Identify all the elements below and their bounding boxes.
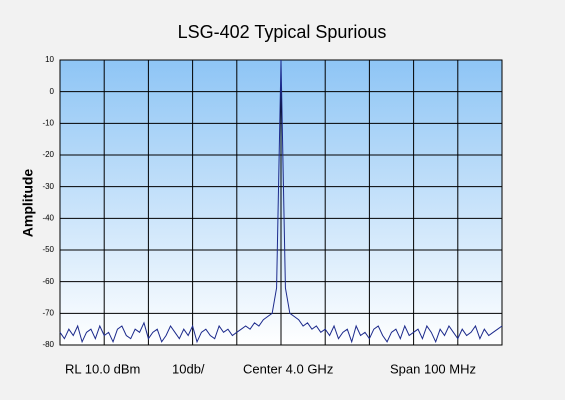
y-tick-label: -40 <box>42 213 54 222</box>
y-tick-label: -30 <box>42 182 54 191</box>
trace <box>59 59 503 344</box>
annotation: Span 100 MHz <box>390 361 476 376</box>
annotation: RL 10.0 dBm <box>65 361 140 376</box>
y-tick-label: -80 <box>42 340 54 349</box>
y-tick-label: -50 <box>42 245 54 254</box>
y-tick-label: -20 <box>42 150 54 159</box>
y-tick-label: -60 <box>42 277 54 286</box>
y-tick-label: -70 <box>42 308 54 317</box>
y-tick-label: 0 <box>50 87 55 96</box>
y-tick-label: 10 <box>45 55 54 64</box>
vertical-grid <box>103 60 459 345</box>
annotation: Center 4.0 GHz <box>243 361 333 376</box>
chart-title: LSG-402 Typical Spurious <box>178 22 387 42</box>
y-tick-label: -10 <box>42 118 54 127</box>
y-axis-label: Amplitude <box>20 169 36 238</box>
annotation: 10db/ <box>172 361 205 376</box>
